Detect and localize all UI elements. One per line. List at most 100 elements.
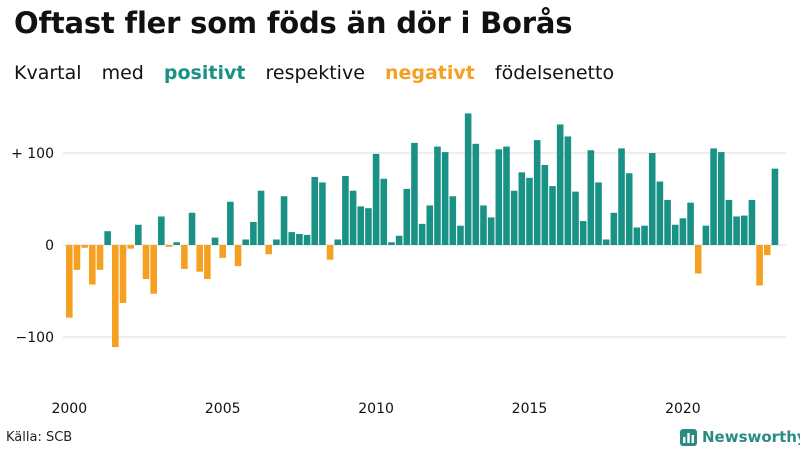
bar-positive [549, 186, 556, 245]
bar-negative [165, 245, 173, 247]
bar-positive [472, 143, 480, 245]
bar-positive [257, 190, 265, 245]
y-tick-label: + 100 [11, 146, 54, 162]
bar-positive [365, 208, 372, 245]
bar-negative [89, 245, 96, 285]
bar-positive [426, 205, 434, 245]
source-note: Källa: SCB [6, 430, 73, 445]
bar-positive [372, 153, 380, 245]
bar-negative [96, 245, 104, 270]
subtitle-word-fodelsenetto: födelsenetto [494, 62, 615, 84]
subtitle-word-med: med [101, 62, 144, 84]
bar-positive [687, 202, 694, 245]
x-tick-labels: 2000 2005 2010 2015 2020 [51, 401, 700, 417]
bar-positive [771, 168, 779, 245]
bar-positive [748, 199, 756, 245]
bar-positive [556, 124, 564, 245]
y-tick-labels: + 100 0 −100 [11, 146, 54, 346]
bar-negative [127, 245, 134, 249]
bar-positive [357, 206, 365, 245]
bar-positive [380, 178, 388, 245]
bar-positive [411, 142, 418, 245]
bar-negative [112, 245, 119, 348]
bar-positive [717, 152, 725, 245]
newsworthy-logo-text: Newsworthy [702, 428, 800, 446]
bar-negative [694, 245, 702, 274]
bar-positive [349, 190, 357, 245]
chart-subtitle: Kvartal med positivt respektive negativt… [14, 62, 628, 84]
bar-positive [342, 176, 349, 245]
bar-positive [633, 227, 641, 245]
bar-positive [296, 233, 303, 245]
bar-positive [434, 146, 441, 245]
bar-positive [541, 164, 549, 245]
bar-positive [602, 239, 610, 245]
bar-positive [495, 149, 503, 245]
bar-positive [579, 221, 587, 245]
bar-positive [441, 152, 449, 245]
x-tick-label: 2020 [665, 401, 701, 417]
x-tick-label: 2000 [51, 401, 87, 417]
bar-negative [265, 245, 273, 255]
bar-positive [610, 212, 618, 245]
y-tick-label: −100 [16, 330, 54, 346]
bar-layer [66, 113, 779, 348]
bar-negative [119, 245, 127, 303]
bar-negative [181, 245, 188, 269]
bar-positive [740, 215, 748, 245]
x-tick-label: 2015 [512, 401, 548, 417]
bar-positive [104, 231, 111, 245]
bar-positive [510, 190, 518, 245]
bar-positive [457, 225, 464, 245]
bar-positive [625, 173, 633, 245]
newsworthy-logo[interactable]: Newsworthy [680, 428, 800, 446]
bar-positive [656, 181, 664, 245]
bar-positive [618, 148, 625, 245]
bar-positive [733, 216, 740, 245]
bar-positive [280, 196, 288, 245]
bar-positive [679, 218, 687, 245]
bar-positive [158, 216, 165, 245]
bar-positive [533, 140, 541, 245]
subtitle-word-kvartal: Kvartal [14, 62, 82, 84]
bar-positive [664, 199, 671, 245]
bar-positive [518, 172, 526, 245]
bar-negative [142, 245, 150, 280]
bar-positive [572, 191, 579, 245]
bar-positive [587, 150, 595, 245]
bar-negative [219, 245, 226, 258]
bar-positive [480, 205, 487, 245]
bar-positive [710, 148, 717, 245]
bar-positive [242, 239, 250, 245]
bar-negative [326, 245, 334, 260]
bar-positive [311, 176, 319, 245]
bar-positive [303, 234, 311, 245]
subtitle-word-respektive: respektive [265, 62, 365, 84]
bar-positive [250, 222, 257, 245]
bar-positive [403, 188, 411, 245]
bar-positive [464, 113, 472, 245]
bar-positive [702, 225, 710, 245]
bar-positive [188, 212, 196, 245]
bar-negative [150, 245, 157, 294]
bar-negative [763, 245, 771, 256]
bar-positive [503, 146, 510, 245]
subtitle-positive-label: positivt [163, 62, 246, 84]
bar-negative [196, 245, 203, 272]
bar-positive [648, 153, 656, 245]
y-tick-label: 0 [45, 238, 54, 254]
bar-positive [288, 232, 296, 245]
bar-positive [725, 199, 733, 245]
bar-positive [449, 196, 457, 245]
bar-positive [334, 239, 342, 245]
x-tick-label: 2005 [205, 401, 241, 417]
bar-negative [81, 245, 88, 248]
bar-positive [135, 224, 142, 245]
bar-positive [671, 224, 679, 245]
bar-positive [641, 225, 648, 245]
bar-negative [66, 245, 73, 318]
subtitle-negative-label: negativt [384, 62, 475, 84]
bar-positive [173, 242, 180, 245]
bar-positive [319, 182, 326, 245]
bar-positive [564, 136, 572, 245]
